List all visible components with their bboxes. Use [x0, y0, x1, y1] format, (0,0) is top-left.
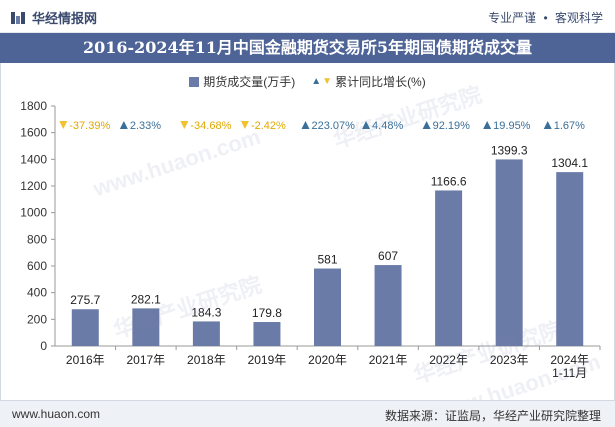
- legend-label-volume: 期货成交量(万手): [203, 75, 296, 89]
- y-tick-label: 1600: [20, 126, 47, 140]
- footer-site-link[interactable]: www.huaon.com: [12, 407, 101, 421]
- growth-up-marker: [301, 121, 310, 129]
- x-tick-label: 2022年: [429, 353, 468, 367]
- bar-value-label: 179.8: [252, 306, 282, 320]
- growth-up-marker: [362, 121, 371, 129]
- x-tick-label: 2016年: [66, 353, 105, 367]
- y-tick-label: 1400: [20, 152, 47, 166]
- x-tick-label: 2020年: [308, 353, 347, 367]
- x-tick-label: 2021年: [369, 353, 408, 367]
- growth-down-marker: [240, 121, 249, 129]
- legend-item-volume: 期货成交量(万手): [189, 73, 295, 90]
- y-tick-label: 800: [27, 232, 47, 246]
- growth-value-label: 92.19%: [433, 120, 471, 132]
- bar-value-label: 1304.1: [551, 156, 588, 170]
- header-tags: 专业严谨 • 客观科学: [488, 9, 603, 26]
- bar: [314, 268, 341, 346]
- triangle-down-icon: ▼: [322, 76, 333, 87]
- tag-separator: •: [543, 11, 548, 25]
- bar-value-label: 184.3: [191, 305, 221, 319]
- brand-logo-icon: [11, 11, 25, 24]
- chart-title: 2016-2024年11月中国金融期货交易所5年期国债期货成交量: [0, 33, 615, 63]
- growth-value-label: -34.68%: [190, 120, 231, 132]
- bar: [132, 308, 160, 346]
- bar: [374, 265, 402, 346]
- y-tick-label: 1800: [20, 99, 47, 113]
- bar: [71, 309, 99, 346]
- brand-name: 华经情报网: [32, 11, 98, 26]
- legend-item-growth: ▲ ▼ 累计同比增长(%): [311, 73, 425, 90]
- growth-up-marker: [119, 121, 128, 129]
- y-tick-label: 200: [27, 312, 47, 326]
- growth-value-label: -37.39%: [69, 120, 110, 132]
- growth-value-label: 4.48%: [372, 120, 403, 132]
- y-tick-label: 1000: [20, 206, 47, 220]
- footer: www.huaon.com 数据来源：证监局，华经产业研究院整理: [0, 400, 615, 427]
- legend-swatch-bar: [189, 76, 200, 87]
- y-tick-label: 1200: [20, 179, 47, 193]
- x-tick-label: 1-11月: [552, 366, 587, 380]
- growth-value-label: 223.07%: [312, 120, 356, 132]
- y-tick-label: 0: [40, 339, 47, 353]
- growth-value-label: 19.95%: [493, 120, 531, 132]
- top-bar: 华经情报网 专业严谨 • 客观科学: [0, 0, 615, 33]
- x-tick-label: 2019年: [248, 353, 287, 367]
- x-tick-label: 2018年: [187, 353, 226, 367]
- tag-professional: 专业严谨: [488, 11, 537, 25]
- x-tick-label: 2017年: [126, 353, 165, 367]
- growth-value-label: -2.42%: [251, 120, 286, 132]
- bar: [556, 172, 584, 346]
- bar-value-label: 607: [378, 249, 398, 263]
- bar: [495, 159, 523, 346]
- bar-value-label: 275.7: [70, 293, 100, 307]
- growth-down-marker: [180, 121, 189, 129]
- growth-up-marker: [422, 121, 431, 129]
- triangle-up-icon: ▲: [311, 76, 322, 87]
- growth-value-label: 2.33%: [130, 120, 161, 132]
- bar: [192, 321, 220, 346]
- bar-value-label: 282.1: [131, 292, 161, 306]
- growth-value-label: 1.67%: [554, 120, 585, 132]
- bar: [253, 322, 281, 346]
- tag-objective: 客观科学: [554, 11, 603, 25]
- bar-value-label: 1399.3: [491, 143, 528, 157]
- footer-source: 数据来源：证监局，华经产业研究院整理: [384, 409, 601, 423]
- legend-label-growth: 累计同比增长(%): [335, 75, 426, 89]
- bar-value-label: 581: [317, 253, 337, 267]
- y-tick-label: 600: [27, 259, 47, 273]
- chart-legend: 期货成交量(万手) ▲ ▼ 累计同比增长(%): [0, 73, 615, 90]
- growth-up-marker: [543, 121, 552, 129]
- y-tick-label: 400: [27, 286, 47, 300]
- x-tick-label: 2023年: [490, 353, 529, 367]
- x-tick-label: 2024年: [550, 353, 589, 367]
- growth-down-marker: [59, 121, 68, 129]
- brand-logo[interactable]: 华经情报网: [10, 8, 97, 27]
- bar-value-label: 1166.6: [431, 174, 467, 188]
- growth-up-marker: [483, 121, 492, 129]
- bar: [435, 190, 463, 346]
